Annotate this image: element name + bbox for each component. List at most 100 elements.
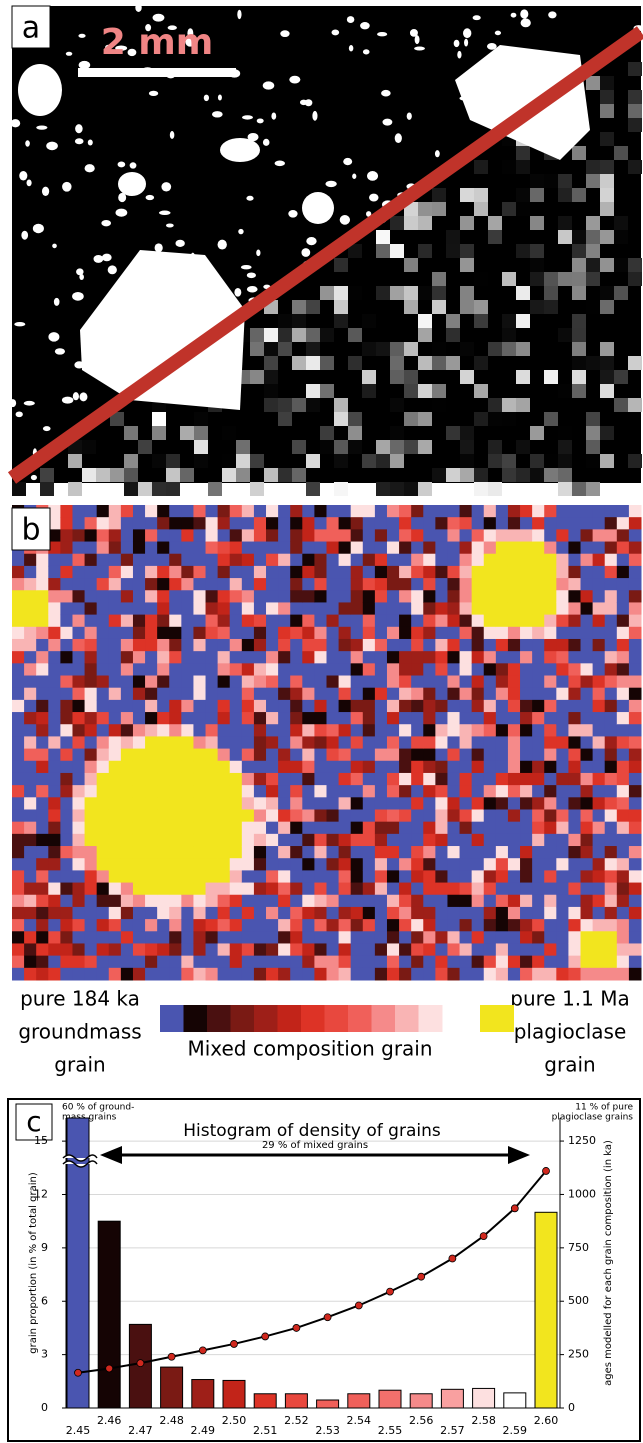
pixel bbox=[616, 882, 630, 896]
pixel bbox=[120, 602, 134, 616]
pixel bbox=[459, 712, 473, 725]
pixel bbox=[592, 590, 606, 603]
pixel bbox=[205, 651, 219, 664]
pixel bbox=[586, 216, 600, 230]
pixel bbox=[253, 760, 267, 774]
pixel bbox=[471, 931, 485, 944]
pixel bbox=[96, 748, 110, 762]
pixel bbox=[108, 663, 122, 677]
pixel bbox=[205, 797, 219, 810]
pixel bbox=[592, 699, 606, 713]
pixel bbox=[616, 663, 630, 677]
pixel bbox=[302, 785, 315, 798]
pixel bbox=[471, 578, 485, 591]
pixel bbox=[616, 517, 630, 530]
pixel bbox=[586, 454, 600, 468]
pixel bbox=[350, 541, 364, 555]
pixel bbox=[411, 955, 424, 969]
pixel bbox=[558, 328, 572, 342]
pixel bbox=[132, 614, 146, 628]
pixel bbox=[48, 846, 61, 859]
pixel bbox=[374, 651, 388, 664]
pixel bbox=[84, 809, 98, 823]
pixel bbox=[568, 699, 582, 713]
pixel bbox=[532, 517, 545, 530]
pixel bbox=[411, 529, 424, 543]
pixel bbox=[241, 651, 255, 664]
pixel bbox=[253, 626, 267, 640]
pixel bbox=[145, 638, 158, 652]
pixel bbox=[169, 785, 182, 798]
pixel bbox=[229, 529, 243, 543]
y2-tick-label: 0 bbox=[568, 1401, 575, 1414]
pixel bbox=[193, 931, 207, 944]
pixel bbox=[460, 426, 474, 440]
pixel bbox=[580, 651, 594, 664]
pixel bbox=[72, 785, 86, 798]
pixel bbox=[302, 870, 315, 884]
pixel bbox=[374, 565, 388, 579]
pixel bbox=[604, 846, 618, 859]
pixel bbox=[253, 517, 267, 530]
pixel bbox=[326, 602, 340, 616]
pixel bbox=[217, 699, 231, 713]
pixel bbox=[132, 565, 146, 579]
pixel bbox=[96, 663, 110, 677]
pixel bbox=[530, 468, 544, 482]
pixel bbox=[411, 870, 424, 884]
pixel bbox=[132, 846, 146, 859]
speck bbox=[234, 287, 242, 297]
pixel bbox=[120, 565, 134, 579]
pixel bbox=[459, 651, 473, 664]
pixel bbox=[592, 736, 606, 750]
pixel bbox=[120, 846, 134, 859]
pixel bbox=[302, 858, 315, 871]
pixel bbox=[12, 614, 25, 628]
pixel bbox=[120, 894, 134, 908]
pixel bbox=[120, 858, 134, 871]
pixel bbox=[411, 687, 424, 701]
pixel bbox=[253, 651, 267, 664]
pixel bbox=[447, 602, 461, 616]
pixel bbox=[423, 894, 436, 908]
pixel bbox=[614, 230, 628, 244]
pixel bbox=[229, 712, 243, 725]
pixel bbox=[572, 328, 586, 342]
pixel bbox=[120, 967, 134, 981]
pixel bbox=[604, 699, 618, 713]
pixel bbox=[362, 687, 376, 701]
pixel bbox=[181, 565, 194, 579]
pixel bbox=[374, 772, 388, 786]
pixel bbox=[157, 712, 170, 725]
pixel bbox=[60, 590, 73, 603]
pixel bbox=[495, 602, 509, 616]
pixel bbox=[36, 626, 49, 640]
pixel bbox=[376, 440, 390, 454]
pixel bbox=[338, 858, 352, 871]
pixel bbox=[145, 785, 158, 798]
pixel bbox=[72, 712, 86, 725]
pixel bbox=[374, 846, 388, 859]
pixel bbox=[181, 931, 194, 944]
pixel bbox=[604, 906, 618, 920]
pixel bbox=[241, 846, 255, 859]
pixel bbox=[386, 821, 400, 835]
pixel bbox=[36, 931, 49, 944]
pixel bbox=[145, 675, 158, 689]
bar bbox=[97, 1220, 121, 1409]
age-marker bbox=[354, 1301, 363, 1310]
pixel bbox=[229, 505, 243, 518]
x-tick-label: 2.50 bbox=[222, 1414, 247, 1427]
pixel bbox=[628, 919, 642, 932]
pixel bbox=[399, 906, 412, 920]
pixel bbox=[302, 712, 315, 725]
pixel bbox=[48, 870, 61, 884]
speck bbox=[78, 60, 91, 70]
pixel bbox=[302, 626, 315, 640]
pixel bbox=[520, 846, 533, 859]
pixel bbox=[483, 943, 497, 957]
pixel bbox=[399, 943, 412, 957]
pixel bbox=[145, 772, 158, 786]
pixel bbox=[483, 663, 497, 677]
pixel bbox=[495, 675, 509, 689]
